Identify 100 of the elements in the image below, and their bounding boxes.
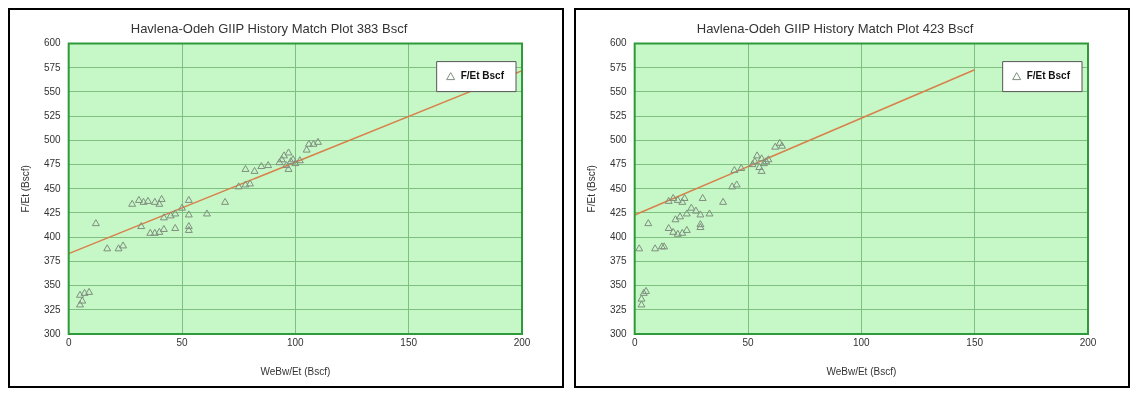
point bbox=[757, 154, 766, 162]
point bbox=[673, 229, 682, 237]
point bbox=[241, 180, 250, 188]
y-tick-label: 475 bbox=[44, 158, 62, 170]
point bbox=[696, 210, 705, 218]
point bbox=[264, 161, 273, 169]
point bbox=[682, 225, 691, 233]
point bbox=[76, 300, 84, 308]
point bbox=[664, 223, 673, 231]
y-tick-label: 575 bbox=[610, 61, 628, 73]
point bbox=[80, 288, 89, 296]
point bbox=[284, 148, 293, 156]
point bbox=[184, 225, 193, 233]
point bbox=[157, 194, 166, 202]
point bbox=[171, 209, 180, 217]
y-tick-label: 550 bbox=[610, 85, 628, 97]
point bbox=[778, 141, 786, 149]
y-tick-label: 475 bbox=[610, 158, 628, 170]
point bbox=[221, 197, 230, 205]
point bbox=[705, 209, 714, 217]
point bbox=[687, 203, 696, 211]
y-tick-label: 375 bbox=[44, 255, 62, 267]
point bbox=[732, 180, 741, 188]
point bbox=[728, 182, 737, 190]
point bbox=[85, 287, 94, 295]
y-tick-label: 575 bbox=[44, 61, 62, 73]
x-tick-label: 150 bbox=[966, 336, 984, 348]
point bbox=[295, 156, 304, 164]
chart-title: Havlena-Odeh GIIP History Match Plot 383 Bscf bbox=[130, 21, 408, 37]
x-tick-label: 200 bbox=[513, 336, 531, 348]
point bbox=[676, 212, 684, 220]
point bbox=[119, 241, 128, 249]
x-tick-label: 200 bbox=[1079, 336, 1097, 348]
x-tick-label: 100 bbox=[287, 336, 305, 348]
point bbox=[748, 160, 757, 168]
legend-label: F/Et Bscf bbox=[460, 70, 505, 82]
point bbox=[719, 197, 728, 205]
x-tick-label: 0 bbox=[65, 336, 72, 348]
x-axis-title: WeBw/Et (Bscf) bbox=[826, 365, 897, 377]
point bbox=[166, 211, 175, 219]
point bbox=[678, 228, 687, 236]
y-tick-label: 300 bbox=[44, 327, 62, 339]
point bbox=[103, 244, 112, 252]
legend-label: F/Et Bscf bbox=[1026, 70, 1071, 82]
point bbox=[730, 165, 739, 173]
y-tick-label: 425 bbox=[44, 206, 62, 218]
point bbox=[250, 166, 259, 174]
point bbox=[150, 228, 159, 236]
point bbox=[759, 159, 768, 167]
point bbox=[159, 224, 168, 232]
point bbox=[137, 222, 146, 230]
y-tick-label: 400 bbox=[610, 230, 628, 242]
x-tick-label: 50 bbox=[742, 336, 755, 348]
point bbox=[289, 155, 298, 163]
point bbox=[241, 164, 250, 172]
y-tick-label: 525 bbox=[44, 109, 62, 121]
y-tick-label: 350 bbox=[44, 279, 62, 291]
point bbox=[282, 161, 291, 169]
point bbox=[669, 227, 678, 235]
point bbox=[696, 220, 705, 228]
point bbox=[184, 195, 193, 203]
point bbox=[257, 162, 266, 170]
y-tick-label: 375 bbox=[610, 255, 628, 267]
point bbox=[660, 242, 669, 250]
y-tick-label: 325 bbox=[44, 303, 62, 315]
y-tick-label: 400 bbox=[44, 230, 62, 242]
point bbox=[651, 244, 660, 252]
point bbox=[635, 244, 644, 252]
point bbox=[698, 193, 707, 201]
point bbox=[78, 296, 87, 304]
point bbox=[139, 197, 148, 205]
y-axis-title: F/Et (Bscf) bbox=[19, 165, 31, 213]
y-tick-label: 600 bbox=[610, 37, 628, 49]
point bbox=[644, 219, 653, 227]
point bbox=[150, 197, 159, 205]
point bbox=[134, 195, 143, 203]
point bbox=[184, 210, 193, 218]
point bbox=[171, 223, 180, 231]
point bbox=[757, 166, 766, 174]
y-tick-label: 450 bbox=[44, 182, 62, 194]
y-tick-label: 425 bbox=[610, 206, 628, 218]
point bbox=[671, 215, 680, 223]
point bbox=[146, 228, 155, 236]
point bbox=[246, 179, 254, 187]
y-tick-label: 500 bbox=[44, 134, 62, 146]
point bbox=[178, 203, 186, 211]
y-tick-label: 600 bbox=[44, 37, 62, 49]
y-tick-label: 525 bbox=[610, 109, 628, 121]
point bbox=[637, 294, 646, 302]
point bbox=[737, 163, 746, 171]
point bbox=[128, 199, 137, 207]
point bbox=[302, 145, 311, 153]
point bbox=[144, 196, 152, 204]
chart-title: Havlena-Odeh GIIP History Match Plot 423 Bscf bbox=[696, 21, 974, 37]
point bbox=[114, 244, 123, 252]
point bbox=[286, 157, 295, 165]
point bbox=[673, 195, 682, 203]
point bbox=[155, 199, 164, 207]
x-tick-label: 100 bbox=[853, 336, 871, 348]
point bbox=[91, 219, 100, 227]
